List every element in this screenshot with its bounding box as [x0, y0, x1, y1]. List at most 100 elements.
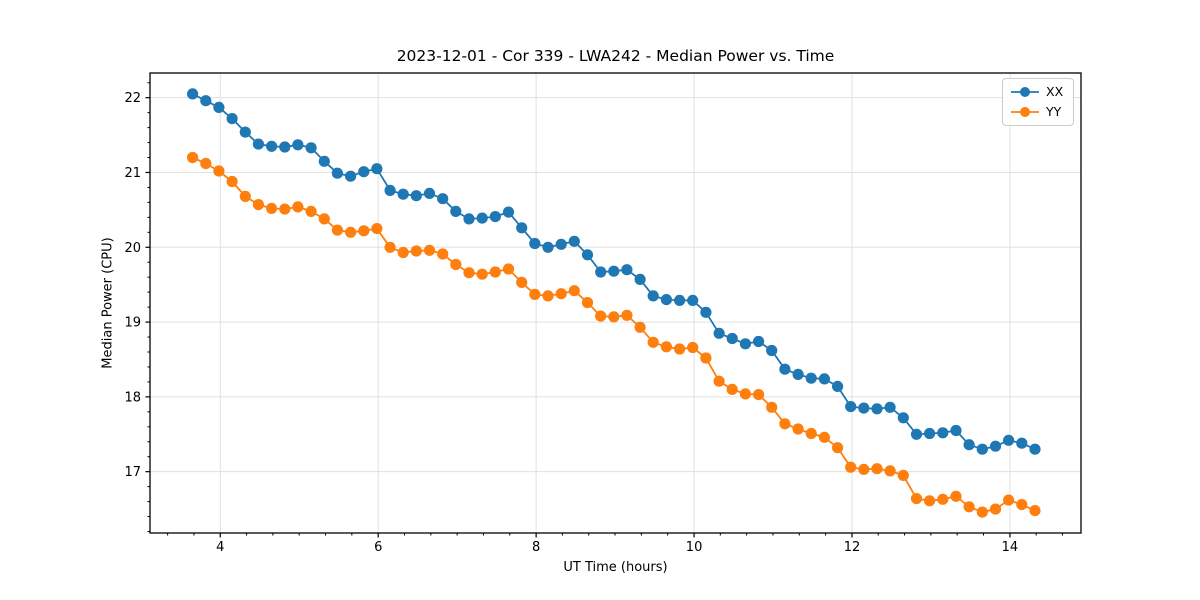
data-point-xx [384, 184, 396, 196]
data-point-xx [700, 306, 712, 318]
data-point-xx [910, 428, 923, 440]
data-point-yy [700, 352, 712, 364]
x-tick-label: 10 [686, 540, 703, 555]
data-point-xx [1029, 443, 1041, 455]
data-point-xx [753, 335, 765, 348]
data-point-xx [252, 138, 264, 150]
data-point-yy [555, 288, 567, 300]
data-point-yy [674, 343, 686, 355]
data-point-xx [529, 237, 541, 250]
data-point-yy [450, 258, 462, 271]
data-point-xx [818, 373, 831, 385]
data-point-xx [437, 193, 449, 205]
legend-label: XX [1046, 84, 1064, 99]
data-point-xx [463, 213, 475, 225]
data-point-xx [187, 88, 199, 100]
x-tick-label: 8 [532, 540, 540, 555]
data-point-yy [1003, 494, 1015, 506]
data-point-xx [279, 141, 291, 153]
data-point-yy [1016, 499, 1028, 511]
data-point-xx [239, 126, 251, 138]
data-point-yy [753, 389, 765, 401]
legend: XX YY [1002, 78, 1074, 126]
data-point-xx [476, 212, 488, 224]
y-tick-label: 19 [124, 316, 141, 331]
data-point-yy [726, 383, 738, 395]
legend-line-marker-icon [1011, 107, 1039, 117]
data-point-xx [937, 427, 949, 439]
data-point-xx [805, 372, 817, 384]
data-point-yy [423, 244, 436, 256]
y-tick-label: 20 [124, 241, 141, 256]
data-point-yy [476, 268, 488, 280]
data-point-yy [187, 151, 199, 164]
y-axis-label: Median Power (CPU) [100, 237, 116, 369]
data-point-yy [858, 463, 870, 475]
plot-frame [149, 72, 1082, 534]
data-point-xx [226, 113, 238, 125]
x-axis-label: UT Time (hours) [563, 560, 668, 575]
legend-item-yy: YY [1010, 104, 1065, 120]
data-point-yy [581, 297, 594, 309]
data-point-yy [516, 276, 528, 288]
data-point-yy [845, 461, 857, 473]
data-point-xx [713, 327, 725, 339]
data-point-yy [647, 336, 659, 348]
data-point-yy [884, 465, 896, 477]
data-point-xx [555, 238, 567, 250]
data-point-yy [871, 463, 883, 475]
data-point-xx [924, 427, 936, 440]
data-point-yy [950, 490, 962, 502]
data-point-yy [542, 290, 554, 302]
data-point-xx [200, 95, 212, 107]
data-point-xx [1003, 434, 1015, 446]
data-point-xx [608, 265, 620, 277]
data-point-xx [687, 294, 699, 306]
data-point-yy [279, 203, 291, 215]
data-point-xx [674, 294, 686, 306]
data-point-xx [345, 170, 357, 182]
data-point-yy [568, 285, 580, 297]
data-point-xx [792, 368, 804, 380]
data-point-yy [924, 495, 936, 507]
data-point-yy [792, 423, 804, 435]
data-point-yy [963, 501, 975, 513]
y-tick-label: 17 [124, 465, 141, 480]
data-point-xx [502, 206, 515, 218]
data-point-yy [292, 201, 304, 213]
legend-label: YY [1046, 104, 1062, 119]
data-point-yy [200, 157, 212, 170]
y-tick-label: 22 [124, 91, 141, 106]
data-point-yy [595, 310, 607, 322]
data-point-xx [726, 332, 738, 345]
data-point-yy [226, 175, 238, 188]
y-tick-label: 21 [124, 166, 141, 181]
data-point-xx [516, 222, 528, 234]
x-tick-label: 14 [1002, 540, 1019, 555]
x-tick-label: 12 [844, 540, 861, 555]
data-point-yy [897, 469, 909, 481]
y-tick-label: 18 [124, 390, 141, 405]
data-point-yy [910, 493, 923, 505]
data-point-yy [252, 199, 264, 211]
data-point-yy [318, 213, 330, 225]
data-point-yy [358, 225, 370, 237]
data-point-yy [331, 224, 343, 236]
series-line-yy [192, 156, 1036, 513]
data-point-yy [463, 267, 475, 279]
data-point-yy [779, 418, 791, 430]
chart-title: 2023-12-01 - Cor 339 - LWA242 - Median P… [396, 47, 835, 65]
data-point-yy [937, 493, 949, 505]
data-point-xx [581, 249, 594, 261]
data-point-xx [832, 380, 844, 392]
data-point-yy [305, 205, 317, 217]
legend-line-marker-icon [1011, 87, 1039, 97]
data-point-xx [292, 139, 304, 151]
data-point-yy [660, 341, 673, 353]
data-point-xx [489, 211, 501, 223]
data-point-xx [897, 412, 909, 424]
data-point-xx [358, 166, 370, 178]
data-point-yy [1029, 505, 1041, 517]
data-point-yy [502, 263, 515, 275]
